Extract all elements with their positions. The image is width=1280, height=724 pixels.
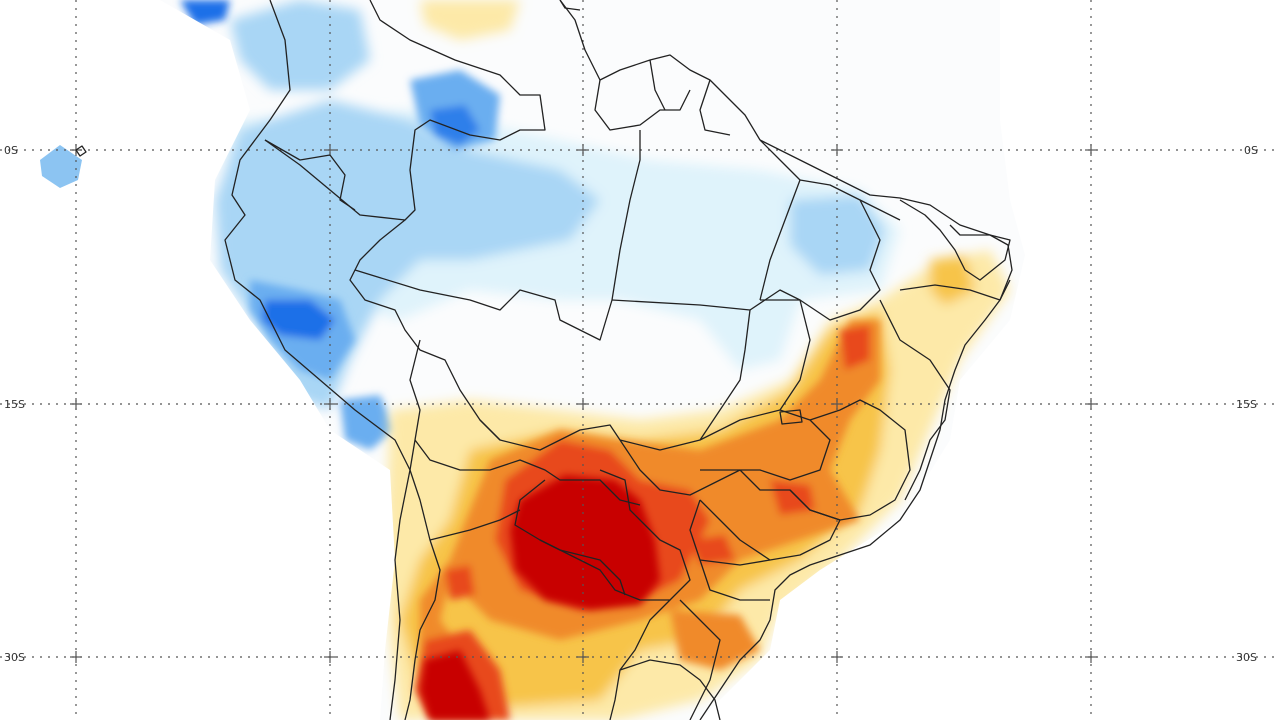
shade-galapagos <box>40 145 82 188</box>
graticule-ticks <box>70 144 1097 663</box>
border-piaui <box>760 199 881 321</box>
pacific-coastline <box>224 0 411 721</box>
border-guyanas <box>559 0 761 141</box>
shade-weak-negative-ne <box>790 195 885 275</box>
shade-strong-negative <box>262 300 335 340</box>
border-rgs <box>679 599 721 721</box>
border-argentina-chile <box>404 469 441 721</box>
border-guyana-inner <box>594 79 691 131</box>
border-para-maranhao <box>759 139 801 301</box>
shade-strong-positive-w <box>445 565 475 600</box>
atlantic-coastline-ne <box>699 139 1013 721</box>
shade-strong-negative-n <box>430 105 480 145</box>
border-santa-catarina <box>699 559 770 601</box>
border-bolivia <box>414 439 641 506</box>
border-uruguay <box>619 659 721 721</box>
lat-label-right-30: 30S <box>1236 651 1257 664</box>
border-goias <box>699 409 831 481</box>
shade-strong-positive-ne <box>840 325 870 370</box>
shade-weak-negative-west <box>230 0 370 90</box>
border-rondonia-bolivia <box>479 419 621 451</box>
border-peru-bolivia <box>409 339 421 471</box>
border-paraguay-inner <box>539 539 626 596</box>
border-fguiana <box>699 79 731 136</box>
border-bahia <box>879 299 951 501</box>
border-suriname <box>649 59 666 111</box>
border-paraguay <box>514 469 691 601</box>
lat-label-left-15: 15S <box>4 398 25 411</box>
border-amazonas-para <box>611 130 641 301</box>
border-sao-paulo <box>699 469 841 561</box>
lat-label-right-15: 15S <box>1236 398 1257 411</box>
border-tocantins <box>749 289 811 411</box>
lat-label-left-0: 0S <box>4 144 18 157</box>
lat-labels-left: 0S 15S 30S <box>4 144 25 664</box>
border-peru-brazil <box>349 219 501 441</box>
border-colombia <box>264 0 546 221</box>
shade-very-strong-positive <box>510 475 660 610</box>
lat-label-left-30: 30S <box>4 651 25 664</box>
shade-very-strong-positive-sw <box>420 650 490 720</box>
political-borders <box>75 0 1013 721</box>
border-mato-grosso <box>611 299 751 451</box>
lat-label-right-0: 0S <box>1244 144 1258 157</box>
galapagos-outline <box>75 145 87 157</box>
border-df <box>779 409 803 425</box>
border-caribbean <box>559 0 581 11</box>
border-argentina-north <box>429 509 521 541</box>
border-argentina-brazil <box>609 599 671 721</box>
border-amazonas-rondonia <box>354 269 613 341</box>
shade-strong-positive-e <box>770 480 815 515</box>
border-ecuador-peru <box>264 139 356 211</box>
border-ms <box>619 439 741 496</box>
lat-labels-right: 0S 15S 30S <box>1236 144 1258 664</box>
shade-strong-positive-se <box>690 535 735 565</box>
border-ceara <box>899 199 1011 281</box>
shade-orange-south <box>670 610 760 670</box>
shade-weak-positive-top <box>420 0 520 40</box>
